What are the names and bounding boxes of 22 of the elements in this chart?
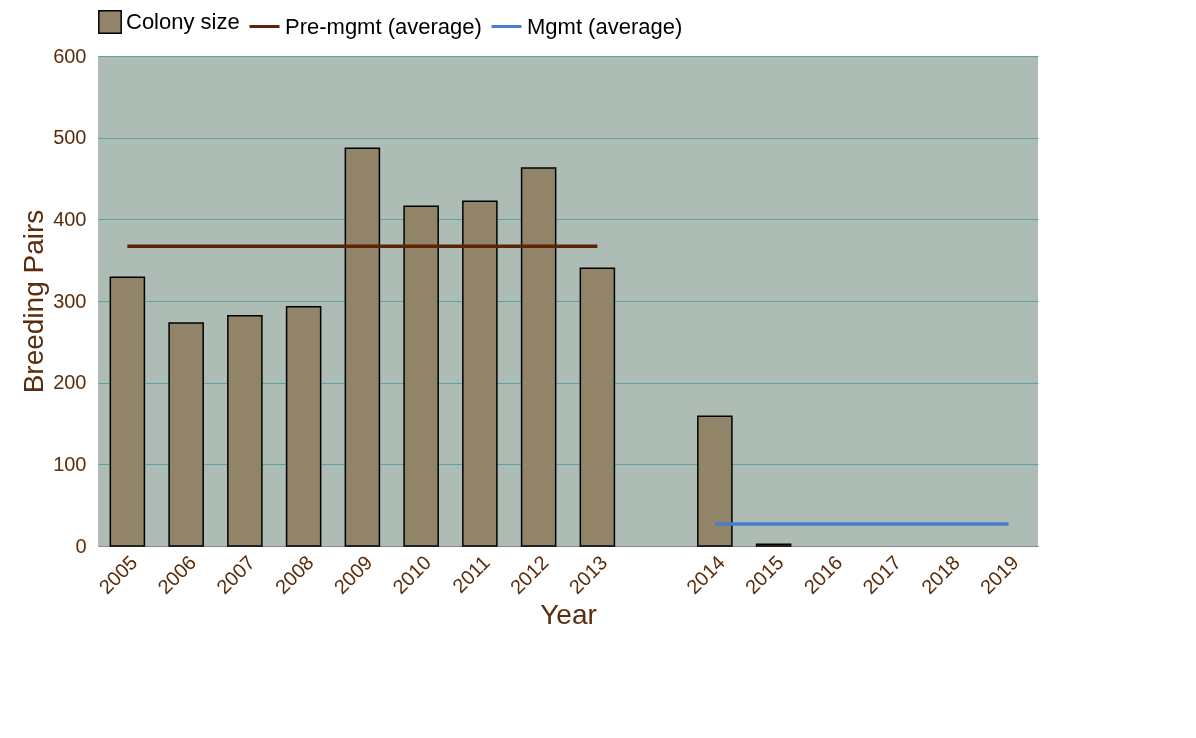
legend-label: Colony size	[126, 9, 240, 34]
bar	[344, 147, 381, 547]
y-axis-title: Breeding Pairs	[18, 209, 50, 394]
y-tick-label: 300	[53, 289, 87, 312]
bar	[697, 415, 733, 547]
bar	[520, 167, 557, 547]
legend-label: Pre-mgmt (average)	[285, 13, 482, 39]
y-tick-label: 0	[75, 534, 87, 557]
bar	[168, 322, 204, 547]
y-tick-label: 500	[53, 126, 87, 149]
legend-label: Mgmt (average)	[527, 13, 683, 39]
y-tick-label: 400	[53, 207, 87, 230]
bar	[227, 314, 263, 547]
y-tick-label: 200	[53, 371, 87, 394]
y-tick-label: 600	[53, 44, 87, 67]
y-tick-label: 100	[53, 452, 87, 475]
bar	[403, 205, 439, 547]
bar	[462, 200, 498, 547]
bar	[109, 276, 146, 547]
bar	[285, 305, 322, 547]
x-axis-title: Year	[540, 599, 597, 631]
bar	[579, 267, 616, 547]
